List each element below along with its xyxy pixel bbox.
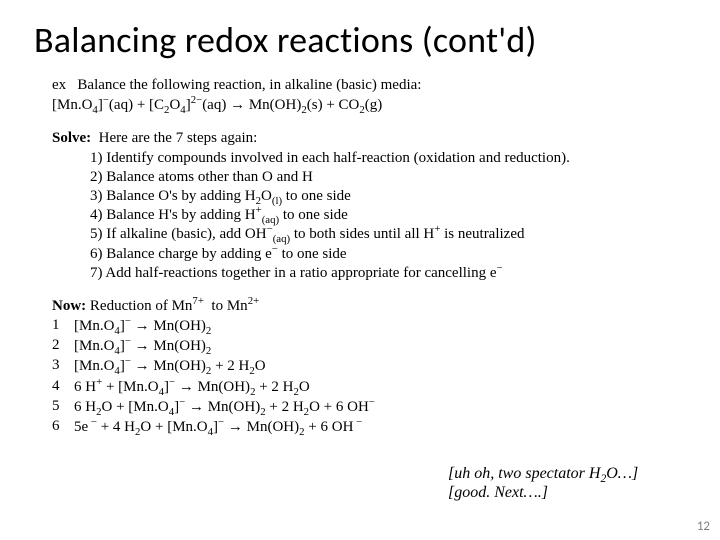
step-2: 2) Balance atoms other than O and H [34, 168, 686, 187]
step-7: 7) Add half-reactions together in a rati… [34, 264, 686, 283]
now-text-a: Reduction of Mn [90, 298, 193, 314]
page-number: 12 [697, 519, 710, 534]
step-4: 4) Balance H's by adding H+(aq) to one s… [34, 206, 686, 225]
note-spectator: [uh oh, two spectator H2O…] [448, 465, 638, 483]
rx-row-3: 3[Mn.O4]− → Mn(OH)2 + 2 H2O [34, 356, 686, 376]
solve-intro: Here are the 7 steps again: [99, 130, 258, 146]
step-3: 3) Balance O's by adding H2O(l) to one s… [34, 187, 686, 206]
page-title: Balancing redox reactions (cont'd) [34, 18, 686, 62]
solve-block: Solve: Here are the 7 steps again: 1) Id… [34, 129, 686, 283]
solve-label: Solve: [52, 130, 91, 146]
rx-row-4: 46 H+ + [Mn.O4]− → Mn(OH)2 + 2 H2O [34, 377, 686, 397]
note-good: [good. Next….] [448, 484, 548, 502]
step-5: 5) If alkaline (basic), add OH−(aq) to b… [34, 225, 686, 244]
ex-equation: [Mn.O4]−(aq) + [C2O4]2−(aq) → Mn(OH)2(s)… [34, 95, 686, 115]
now-label: Now: [52, 298, 86, 314]
now-text-b: to Mn [211, 298, 247, 314]
rx-row-6: 65e − + 4 H2O + [Mn.O4]− → Mn(OH)2 + 6 O… [34, 417, 686, 437]
rx-row-5: 56 H2O + [Mn.O4]− → Mn(OH)2 + 2 H2O + 6 … [34, 397, 686, 417]
rx-row-1: 1[Mn.O4]− → Mn(OH)2 [34, 316, 686, 336]
ex-prompt: Balance the following reaction, in alkal… [77, 77, 421, 93]
step-1: 1) Identify compounds involved in each h… [34, 149, 686, 168]
rx-row-2: 2[Mn.O4]− → Mn(OH)2 [34, 336, 686, 356]
step-6: 6) Balance charge by adding e− to one si… [34, 245, 686, 264]
ex-label: ex [52, 77, 66, 93]
example-block: ex Balance the following reaction, in al… [34, 76, 686, 115]
now-block: Now: Reduction of Mn7+ to Mn2+ 1[Mn.O4]−… [34, 297, 686, 437]
